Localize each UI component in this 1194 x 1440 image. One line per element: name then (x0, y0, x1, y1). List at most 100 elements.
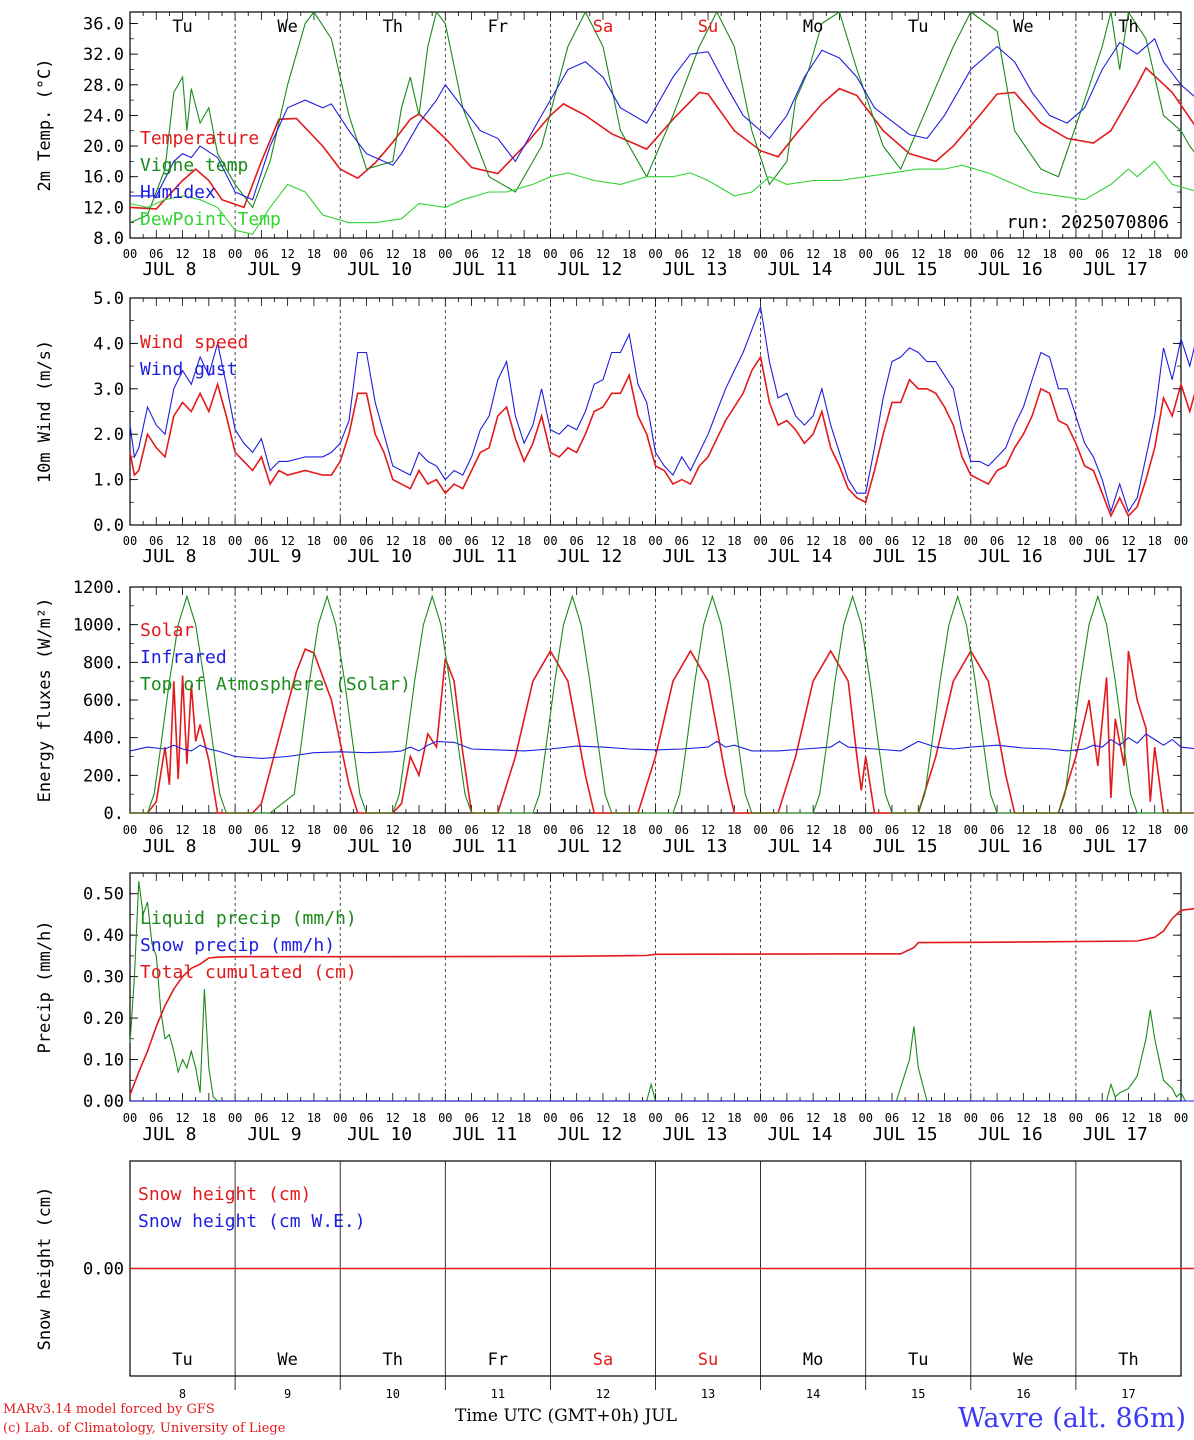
hour-tick-label: 18 (412, 534, 426, 548)
hour-tick-label: 06 (254, 534, 268, 548)
hour-tick-label: 06 (464, 534, 478, 548)
hour-tick-label: 12 (806, 823, 820, 837)
hour-tick-label: 00 (228, 823, 242, 837)
y-tick-label: 0. (104, 804, 124, 824)
hour-tick-label: 18 (1042, 247, 1056, 261)
lab-credit: (c) Lab. of Climatology, University of L… (3, 1421, 286, 1436)
hour-tick-label: 00 (753, 823, 767, 837)
weekday-label: Fr (488, 17, 508, 37)
y-tick-label: 200. (83, 766, 124, 786)
y-tick-label: 0.50 (83, 885, 124, 905)
weekday-label: Fr (488, 1350, 508, 1370)
series-line (129, 10, 1194, 224)
hour-tick-label: 00 (438, 1111, 452, 1125)
y-axis-label: Precip (mm/h) (35, 920, 55, 1053)
hour-tick-label: 06 (885, 247, 899, 261)
date-label: JUL 8 (142, 546, 196, 567)
hour-tick-label: 00 (228, 1111, 242, 1125)
hour-tick-label: 12 (701, 823, 715, 837)
y-tick-label: 800. (83, 653, 124, 673)
weekday-label: Sa (593, 1350, 613, 1370)
series-line (130, 37, 1194, 201)
y-axis-label: 2m Temp. (°C) (35, 58, 55, 191)
hour-tick-label: 06 (464, 247, 478, 261)
hour-tick-label: 06 (675, 1111, 689, 1125)
hour-tick-label: 18 (307, 247, 321, 261)
weekday-label: Tu (908, 1350, 928, 1370)
hour-tick-label: 12 (1121, 823, 1135, 837)
weekday-label: We (277, 1350, 297, 1370)
hour-tick-label: 12 (911, 534, 925, 548)
hour-tick-label: 06 (1095, 247, 1109, 261)
hour-tick-label: 00 (1174, 247, 1188, 261)
hour-tick-label: 18 (517, 247, 531, 261)
date-label: JUL 10 (347, 1124, 412, 1145)
hour-tick-label: 00 (858, 823, 872, 837)
hour-tick-label: 12 (911, 823, 925, 837)
day-number-label: 11 (491, 1387, 505, 1401)
hour-tick-label: 18 (622, 534, 636, 548)
date-label: JUL 17 (1083, 836, 1148, 857)
hour-tick-label: 06 (464, 823, 478, 837)
hour-tick-label: 00 (964, 534, 978, 548)
date-label: JUL 9 (247, 1124, 301, 1145)
hour-tick-label: 18 (832, 247, 846, 261)
weekday-label: Th (1118, 1350, 1138, 1370)
hour-tick-label: 06 (1095, 1111, 1109, 1125)
hour-tick-label: 12 (806, 247, 820, 261)
hour-tick-label: 12 (596, 823, 610, 837)
y-axis-label: Energy fluxes (W/m²) (35, 598, 55, 803)
hour-tick-label: 12 (596, 247, 610, 261)
hour-tick-label: 12 (701, 1111, 715, 1125)
weekday-label: Tu (908, 17, 928, 37)
hour-tick-label: 06 (569, 1111, 583, 1125)
date-label: JUL 8 (142, 836, 196, 857)
hour-tick-label: 12 (175, 247, 189, 261)
y-tick-label: 0.10 (83, 1051, 124, 1071)
weekday-label: Su (698, 1350, 718, 1370)
hour-tick-label: 18 (937, 823, 951, 837)
hour-tick-label: 06 (149, 1111, 163, 1125)
date-label: JUL 17 (1083, 259, 1148, 280)
hour-tick-label: 00 (333, 247, 347, 261)
hour-tick-label: 00 (648, 534, 662, 548)
date-label: JUL 14 (767, 546, 832, 567)
hour-tick-label: 12 (1121, 534, 1135, 548)
hour-tick-label: 00 (1069, 823, 1083, 837)
weekday-label: Th (1118, 17, 1138, 37)
date-label: JUL 16 (978, 546, 1043, 567)
y-tick-label: 20.0 (83, 137, 124, 157)
legend-entry: Top of Atmosphere (Solar) (140, 674, 411, 695)
hour-tick-label: 18 (412, 247, 426, 261)
hour-tick-label: 18 (1147, 1111, 1161, 1125)
date-label: JUL 15 (873, 1124, 938, 1145)
weekday-label: Sa (593, 17, 613, 37)
hour-tick-label: 00 (964, 247, 978, 261)
date-label: JUL 11 (452, 836, 517, 857)
series-line (129, 907, 1194, 1096)
hour-tick-label: 12 (280, 247, 294, 261)
hour-tick-label: 18 (1042, 823, 1056, 837)
y-tick-label: 16.0 (83, 168, 124, 188)
hour-tick-label: 12 (175, 1111, 189, 1125)
date-label: JUL 17 (1083, 1124, 1148, 1145)
legend-entry: Snow height (cm W.E.) (138, 1211, 366, 1232)
date-label: JUL 16 (978, 836, 1043, 857)
hour-tick-label: 00 (858, 534, 872, 548)
hour-tick-label: 12 (596, 1111, 610, 1125)
hour-tick-label: 00 (1174, 1111, 1188, 1125)
hour-tick-label: 00 (858, 1111, 872, 1125)
hour-tick-label: 12 (386, 247, 400, 261)
date-label: JUL 13 (662, 546, 727, 567)
hour-tick-label: 06 (885, 823, 899, 837)
hour-tick-label: 12 (911, 1111, 925, 1125)
weekday-label: We (1013, 17, 1033, 37)
hour-tick-label: 18 (727, 823, 741, 837)
hour-tick-label: 06 (359, 247, 373, 261)
hour-tick-label: 00 (333, 823, 347, 837)
hour-tick-label: 18 (832, 823, 846, 837)
day-number-label: 12 (596, 1387, 610, 1401)
y-tick-label: 0.40 (83, 926, 124, 946)
series-line (129, 66, 1194, 210)
hour-tick-label: 06 (780, 823, 794, 837)
